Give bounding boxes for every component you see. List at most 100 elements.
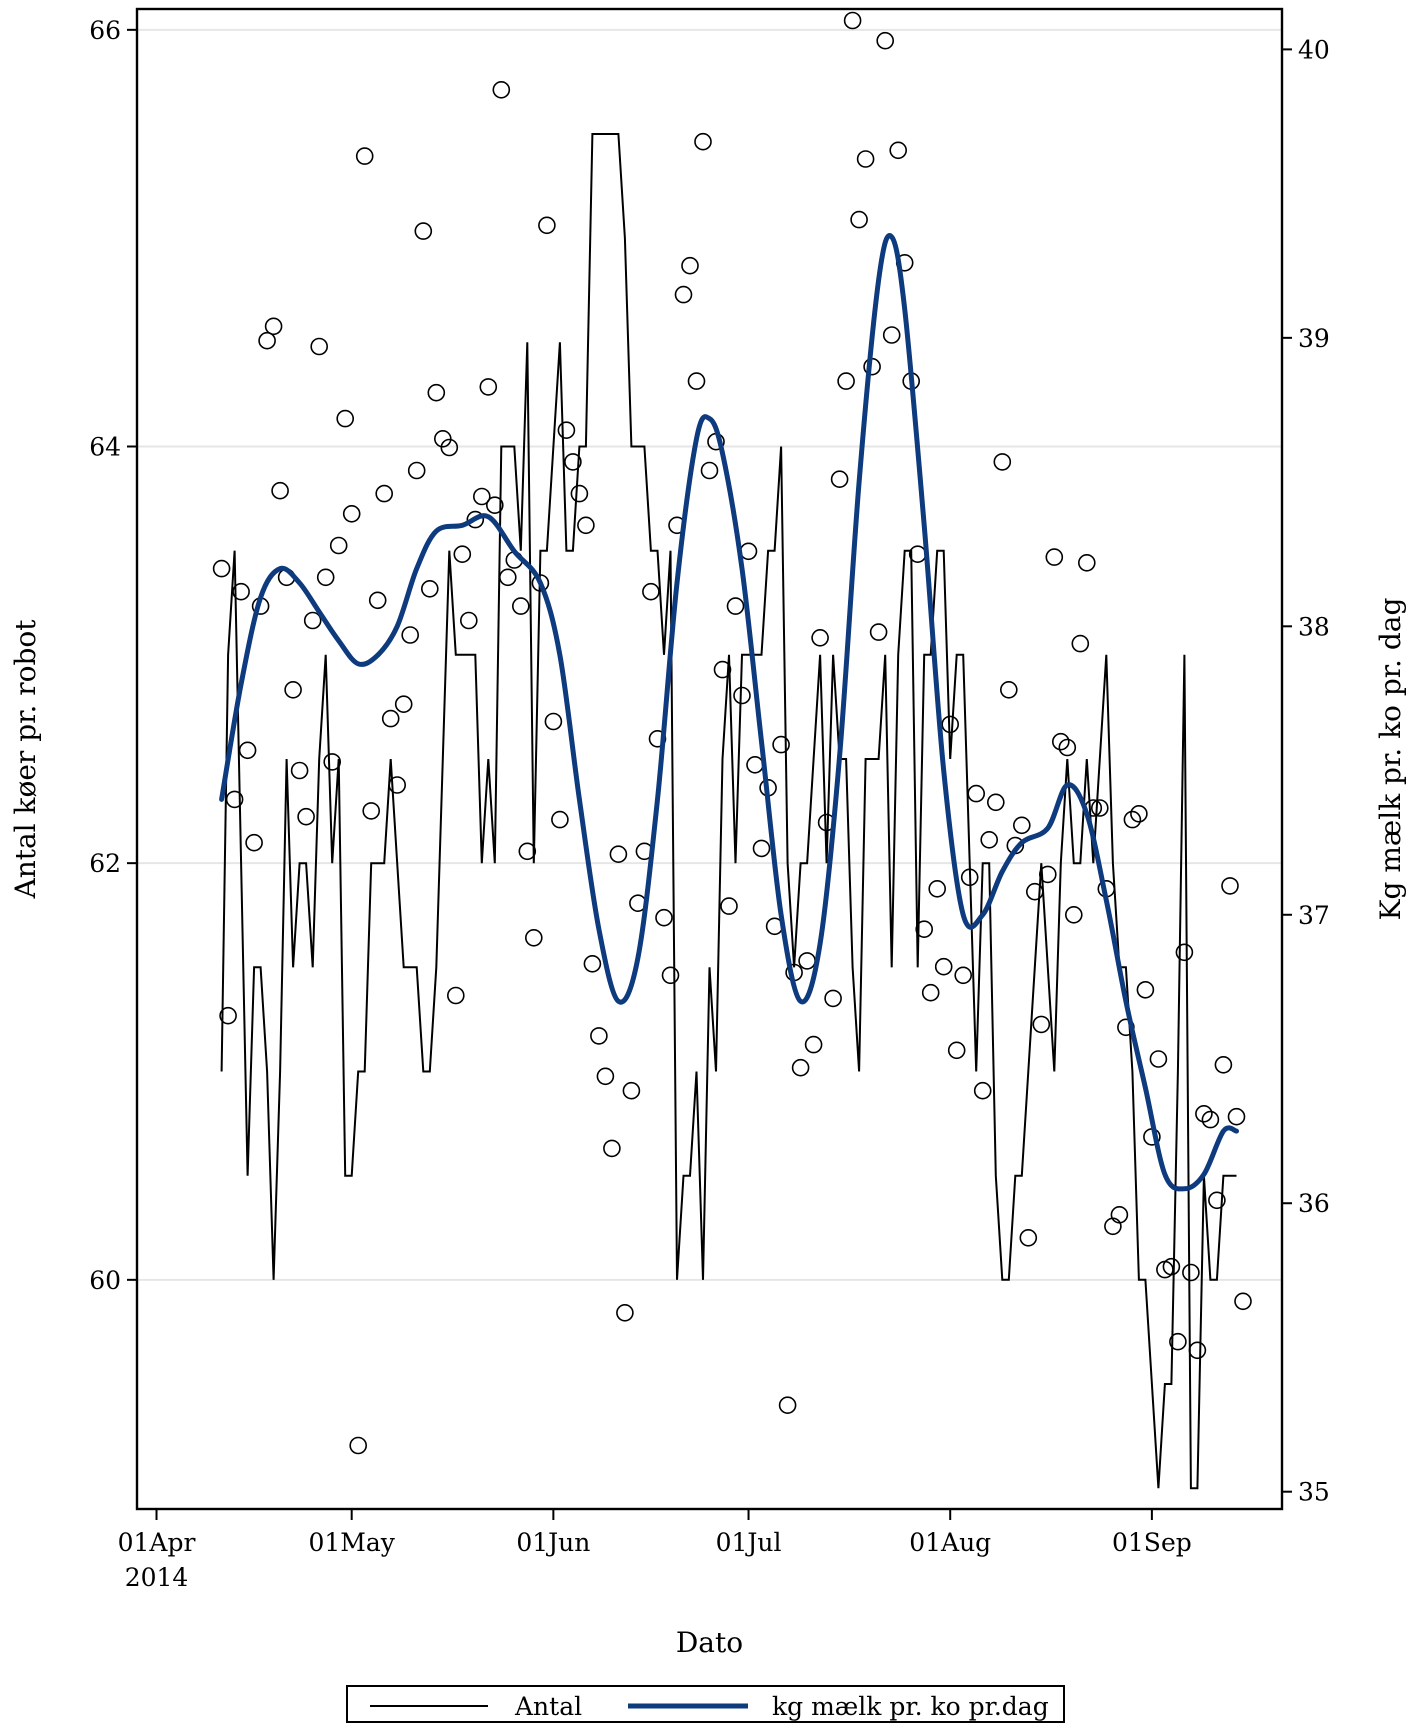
milk-point <box>720 897 738 915</box>
milk-point <box>837 372 855 390</box>
axes: 60 62 64 66 35 36 37 38 39 40 01Apr 2014 01May 01Jun 0… <box>89 16 1330 1592</box>
milk-point <box>323 753 342 771</box>
milk-point <box>1175 943 1194 962</box>
milk-point <box>954 966 973 985</box>
milk-point <box>752 839 771 858</box>
milk-point <box>440 438 459 457</box>
milk-point <box>1032 1015 1051 1034</box>
x-tick-label: 01Jun <box>516 1528 590 1557</box>
milk-point <box>433 429 452 448</box>
milk-point <box>713 660 732 679</box>
milk-point <box>1045 548 1064 566</box>
milk-point <box>485 496 504 515</box>
milk-point <box>772 735 790 754</box>
milk-point <box>290 761 309 780</box>
milk-point <box>596 1067 615 1086</box>
milk-point <box>778 1396 797 1414</box>
milk-point <box>551 810 569 829</box>
milk-point <box>1012 816 1031 835</box>
milk-point <box>388 776 407 794</box>
milk-point <box>869 623 888 641</box>
milk-point <box>1039 865 1057 884</box>
y-left-tick-label: 64 <box>89 433 121 462</box>
milk-point <box>824 989 842 1008</box>
milk-point <box>882 326 901 344</box>
y-left-tick-label: 62 <box>89 849 121 878</box>
milk-point <box>310 337 329 356</box>
milk-point <box>1130 804 1148 823</box>
milk-point <box>1071 634 1090 653</box>
milk-point <box>1065 905 1083 924</box>
milk-point <box>973 1081 992 1100</box>
y-right-tick-label: 36 <box>1298 1189 1330 1218</box>
milk-point <box>1162 1257 1181 1276</box>
milk-point <box>967 784 986 803</box>
milk-point <box>1058 738 1077 757</box>
milk-point <box>609 845 628 864</box>
milk-point <box>453 545 472 564</box>
milk-point <box>531 574 550 592</box>
antal-line <box>220 133 1237 1490</box>
milk-point <box>681 256 699 275</box>
milk-point <box>986 793 1005 812</box>
milk-point <box>414 222 433 240</box>
milk-point <box>1019 1229 1038 1247</box>
y-right-tick-label: 35 <box>1298 1478 1330 1507</box>
milk-point <box>1091 799 1109 817</box>
y-axis-right-label: Kg mælk pr. ko pr. dag <box>1374 598 1407 921</box>
milk-point <box>1214 1056 1233 1074</box>
milk-point <box>518 842 537 861</box>
milk-point <box>271 481 289 500</box>
milk-point <box>212 559 231 578</box>
milk-point <box>1221 877 1239 895</box>
milk-smooth-series <box>219 233 1239 1192</box>
milk-point <box>1136 980 1155 999</box>
milk-point <box>557 421 576 440</box>
milk-point <box>1123 810 1142 829</box>
y-axis-left-label: Antal køer pr. robot <box>9 619 42 900</box>
milk-point <box>446 986 465 1005</box>
milk-point <box>915 920 934 939</box>
milk-point <box>947 1041 966 1060</box>
milk-point <box>1188 1341 1207 1360</box>
milk-point <box>284 680 302 699</box>
milk-point <box>1149 1050 1168 1068</box>
milk-point <box>368 591 387 610</box>
milk-point <box>349 1436 368 1455</box>
milk-point <box>661 966 680 985</box>
milk-point <box>511 597 530 615</box>
x-tick-label-year: 2014 <box>125 1563 189 1592</box>
milk-point <box>889 141 908 160</box>
milk-point <box>570 484 589 503</box>
milk-point <box>564 453 582 471</box>
milk-point <box>1195 1105 1213 1123</box>
legend-label-milk: kg mælk pr. ko pr.dag <box>772 1692 1049 1721</box>
milk-point <box>381 709 400 728</box>
milk-point <box>843 11 862 30</box>
x-tick-label: 01Sep <box>1112 1528 1192 1557</box>
milk-point <box>655 908 673 927</box>
milk-point <box>1208 1191 1226 1210</box>
milk-point <box>934 957 953 976</box>
milk-point <box>355 147 374 165</box>
milk-point <box>492 81 511 99</box>
milk-point <box>538 216 556 235</box>
milk-point <box>479 378 498 396</box>
milk-smooth-line <box>219 233 1239 1192</box>
milk-point <box>733 686 751 705</box>
x-tick-label: 01Jul <box>716 1528 782 1557</box>
y-right-tick-label: 39 <box>1298 324 1330 353</box>
milk-point <box>603 1139 621 1158</box>
milk-point <box>1078 553 1096 572</box>
milk-point <box>1169 1332 1187 1351</box>
milk-point <box>1110 1206 1129 1224</box>
milk-point <box>336 409 355 428</box>
milk-point <box>407 461 426 480</box>
x-tick-label: 01Aug <box>909 1528 991 1557</box>
milk-point <box>856 150 875 168</box>
milk-point <box>622 1081 641 1100</box>
milk-point <box>876 31 895 50</box>
milk-point <box>850 210 868 229</box>
plot-frame <box>135 7 1284 1511</box>
